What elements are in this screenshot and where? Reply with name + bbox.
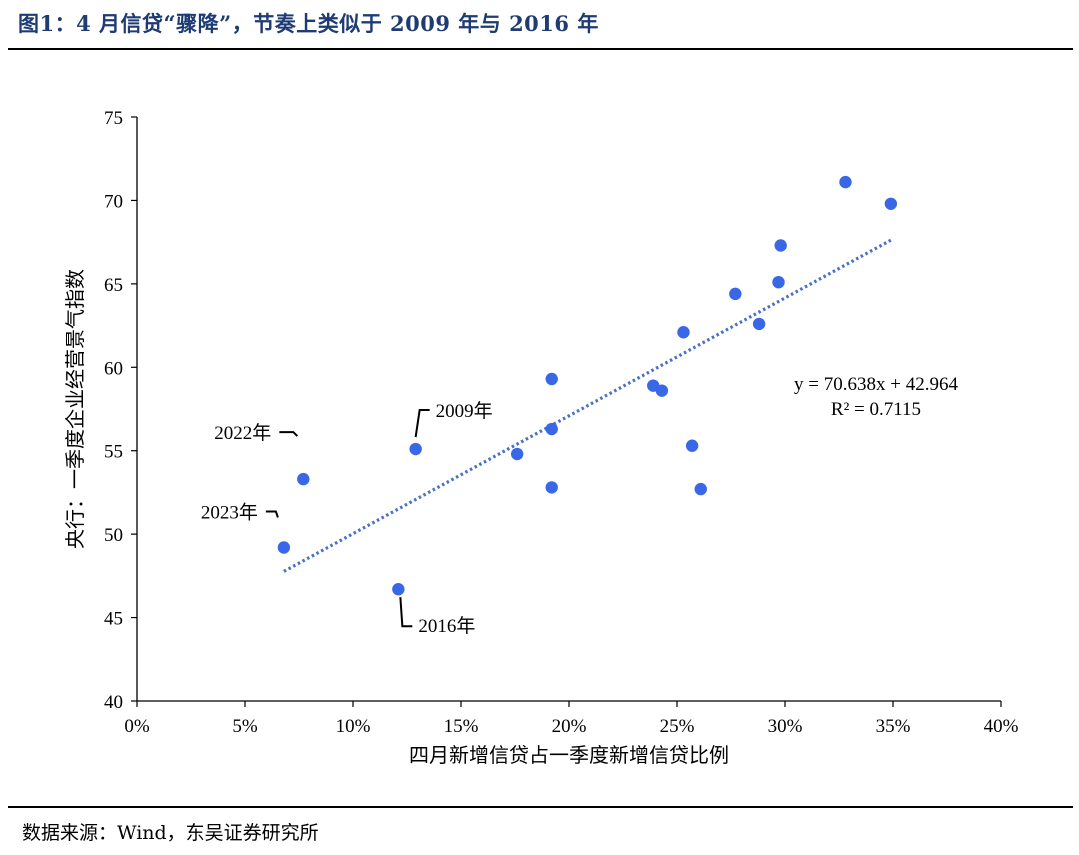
data-point	[839, 175, 852, 189]
data-point	[277, 541, 291, 554]
annotation-label: 2023年	[201, 501, 258, 523]
annotation-label: 2022年	[214, 422, 271, 444]
x-tick-label: 20%	[552, 716, 587, 737]
y-tick-label: 70	[104, 191, 123, 212]
data-point	[545, 372, 558, 386]
source-note: 数据来源：Wind，东吴证券研究所	[22, 822, 319, 844]
data-point	[774, 239, 787, 252]
x-tick-label: 0%	[124, 716, 150, 737]
y-tick-label: 45	[104, 609, 123, 630]
x-tick-label: 35%	[876, 716, 911, 737]
data-point	[677, 326, 690, 339]
trendline-group	[283, 238, 892, 573]
y-tick-label: 75	[104, 108, 123, 129]
x-tick-label: 5%	[232, 716, 258, 737]
y-tick-label: 60	[104, 358, 123, 379]
x-tick-label: 15%	[444, 716, 479, 737]
data-point	[884, 197, 898, 210]
bottom-divider	[8, 806, 1073, 808]
x-tick-label: 25%	[660, 716, 695, 737]
scatter-chart: 40 45 50 55 60 65 70 75 0% 5% 10% 15% 20% 25% 30% 35% 40…	[64, 108, 1019, 767]
y-tick-label: 65	[104, 275, 123, 296]
y-tick-label: 55	[104, 442, 123, 463]
data-points	[277, 175, 898, 596]
annotation-label: 2016年	[418, 615, 475, 637]
annotation-leader	[399, 597, 413, 628]
data-point	[297, 472, 310, 486]
annotation-leader	[265, 510, 279, 518]
axes	[131, 116, 1002, 707]
data-point	[655, 384, 669, 397]
x-tick-label: 10%	[336, 716, 371, 737]
trendline	[283, 238, 892, 573]
data-point	[685, 439, 699, 452]
y-tick-label: 50	[104, 525, 123, 546]
data-point	[729, 287, 742, 301]
trendline-equation: y = 70.638x + 42.964	[794, 374, 958, 395]
data-point	[772, 275, 785, 289]
tick-labels: 40 45 50 55 60 65 70 75 0% 5% 10% 15% 20% 25% 30% 35% 40…	[104, 108, 1019, 737]
data-point	[409, 442, 422, 456]
annotation-leader	[279, 431, 299, 437]
r-squared-label: R² = 0.7115	[831, 399, 921, 420]
data-point	[752, 317, 766, 331]
data-point	[392, 583, 405, 596]
point-annotations: 2023年 2022年 2016年 2009年	[201, 400, 493, 637]
annotation-leader	[414, 409, 430, 438]
y-tick-label: 40	[104, 692, 123, 713]
y-axis-label: 央行：一季度企业经营景气指数	[64, 269, 87, 549]
x-tick-label: 30%	[768, 716, 803, 737]
data-point	[694, 482, 707, 496]
top-divider	[8, 48, 1073, 50]
x-axis-label: 四月新增信贷占一季度新增信贷比例	[409, 744, 729, 767]
data-point	[545, 481, 558, 494]
chart-title: 图1：4 月信贷“骤降”，节奏上类似于 2009 年与 2016 年	[18, 11, 599, 36]
annotation-label: 2009年	[436, 400, 493, 422]
data-point	[545, 422, 558, 436]
data-point	[510, 447, 524, 461]
x-tick-label: 40%	[984, 716, 1019, 737]
